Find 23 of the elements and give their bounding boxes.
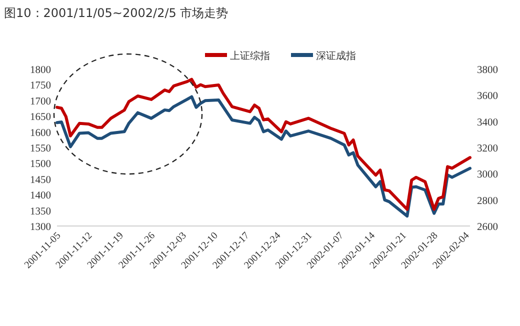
line-series (56, 95, 472, 218)
y-tick-label: 1750 (30, 80, 51, 92)
y2-tick-label: 3600 (477, 91, 498, 102)
y-tick-label: 1500 (30, 159, 51, 170)
y2-tick-label: 2800 (477, 196, 498, 207)
title: 图10：2001/11/05~2002/2/5 市场走势 (4, 6, 228, 20)
y-tick-label: 1450 (30, 174, 51, 186)
y2-tick-label: 3400 (477, 117, 498, 128)
y2-tick-label: 3000 (477, 170, 498, 181)
y2-tick-label: 2600 (477, 222, 498, 233)
y-tick-label: 1300 (30, 222, 51, 233)
y-tick-label: 1800 (30, 65, 51, 76)
y-tick-label: 1550 (30, 144, 51, 154)
y-tick-label: 1700 (30, 96, 51, 108)
y-tick-label: 1600 (30, 128, 51, 139)
y2-tick-label: 3200 (477, 144, 498, 154)
legend-label: 深证成指 (316, 50, 356, 62)
y-tick-label: 1350 (30, 206, 51, 218)
y-tick-label: 1650 (30, 112, 51, 124)
y-tick-label: 1400 (30, 190, 51, 202)
line-series (56, 78, 472, 211)
y2-tick-label: 3800 (477, 65, 498, 76)
legend-label: 上证综指 (230, 50, 270, 62)
